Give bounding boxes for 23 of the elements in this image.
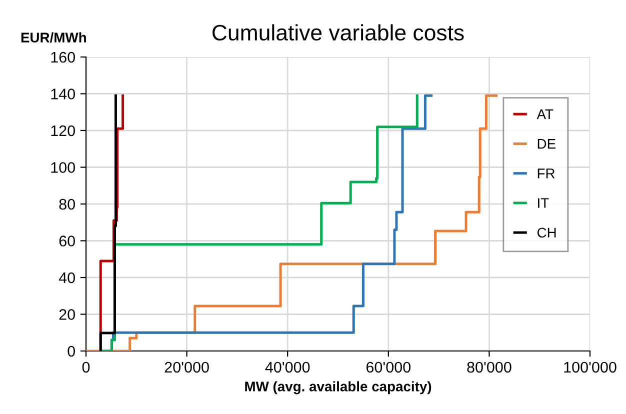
legend-label: FR <box>538 168 555 178</box>
y-tick-label: 20 <box>59 309 75 320</box>
y-tick-label: 80 <box>59 198 75 210</box>
y-tick-label: 60 <box>59 236 75 246</box>
y-tick-label: 160 <box>51 52 75 63</box>
x-axis-title: MW (avg. available capacity) <box>245 381 432 394</box>
x-tick-label: 100'000 <box>564 362 616 373</box>
y-tick-label: 120 <box>51 125 75 136</box>
y-tick-label: 140 <box>51 88 75 100</box>
x-tick-label: 40'000 <box>265 362 310 373</box>
x-tick-label: 60'000 <box>366 362 411 373</box>
legend-label: IT <box>538 198 549 208</box>
legend-label: DE <box>538 139 556 149</box>
y-tick-label: 100 <box>51 162 75 173</box>
y-axis-title: EUR/MWh <box>21 32 86 43</box>
x-tick-label: 20'000 <box>164 362 209 373</box>
y-tick-label: 0 <box>68 346 75 357</box>
y-tick-label: 40 <box>58 272 75 284</box>
x-tick-label: 0 <box>82 362 90 373</box>
legend-label: AT <box>536 109 554 119</box>
x-tick-label: 80'000 <box>467 362 512 373</box>
legend-label: CH <box>537 228 556 238</box>
chart-title: Cumulative variable costs <box>212 24 464 41</box>
